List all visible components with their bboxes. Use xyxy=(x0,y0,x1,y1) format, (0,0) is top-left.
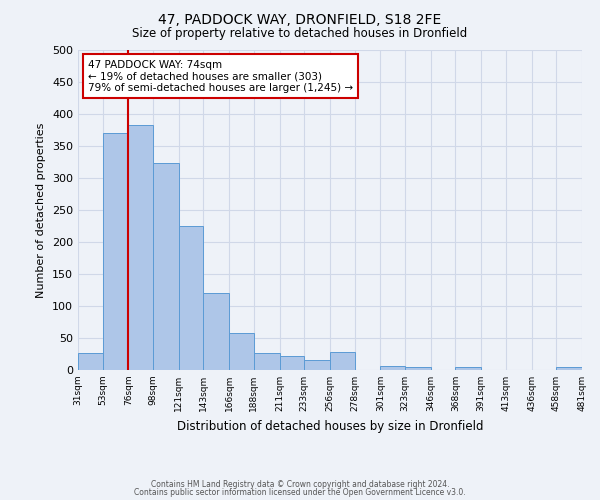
Bar xyxy=(179,226,203,370)
Y-axis label: Number of detached properties: Number of detached properties xyxy=(37,122,46,298)
Bar xyxy=(153,164,179,370)
Bar xyxy=(455,368,481,370)
Bar xyxy=(128,125,153,370)
Bar xyxy=(405,368,431,370)
Text: Contains public sector information licensed under the Open Government Licence v3: Contains public sector information licen… xyxy=(134,488,466,497)
Bar xyxy=(330,352,355,370)
Bar xyxy=(280,356,304,370)
Bar xyxy=(203,293,229,370)
Bar xyxy=(556,367,582,370)
Bar xyxy=(304,360,330,370)
Text: 47, PADDOCK WAY, DRONFIELD, S18 2FE: 47, PADDOCK WAY, DRONFIELD, S18 2FE xyxy=(158,12,442,26)
Bar xyxy=(78,352,103,370)
X-axis label: Distribution of detached houses by size in Dronfield: Distribution of detached houses by size … xyxy=(177,420,483,432)
Text: Size of property relative to detached houses in Dronfield: Size of property relative to detached ho… xyxy=(133,28,467,40)
Bar xyxy=(254,352,280,370)
Text: 47 PADDOCK WAY: 74sqm
← 19% of detached houses are smaller (303)
79% of semi-det: 47 PADDOCK WAY: 74sqm ← 19% of detached … xyxy=(88,60,353,93)
Bar xyxy=(229,333,254,370)
Bar xyxy=(380,366,405,370)
Bar xyxy=(103,133,128,370)
Text: Contains HM Land Registry data © Crown copyright and database right 2024.: Contains HM Land Registry data © Crown c… xyxy=(151,480,449,489)
